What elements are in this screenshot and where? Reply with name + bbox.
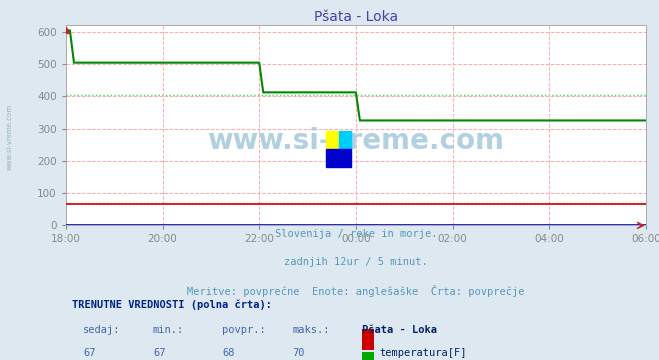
Text: Pšata - Loka: Pšata - Loka	[362, 325, 437, 335]
Text: 67: 67	[153, 348, 165, 358]
Bar	[362, 329, 374, 350]
Bar	[362, 352, 374, 360]
Title: Pšata - Loka: Pšata - Loka	[314, 10, 398, 24]
Text: Slovenija / reke in morje.: Slovenija / reke in morje.	[275, 229, 437, 239]
Text: Meritve: povprečne  Enote: anglešaške  Črta: povprečje: Meritve: povprečne Enote: anglešaške Črt…	[187, 285, 525, 297]
Text: sedaj:: sedaj:	[83, 325, 121, 335]
Text: 70: 70	[292, 348, 304, 358]
Text: temperatura[F]: temperatura[F]	[379, 348, 467, 358]
Text: www.si-vreme.com: www.si-vreme.com	[208, 127, 504, 155]
Text: maks.:: maks.:	[292, 325, 330, 335]
Text: TRENUTNE VREDNOSTI (polna črta):: TRENUTNE VREDNOSTI (polna črta):	[72, 299, 272, 310]
Text: 68: 68	[223, 348, 235, 358]
Text: min.:: min.:	[153, 325, 184, 335]
Text: povpr.:: povpr.:	[223, 325, 266, 335]
Text: www.si-vreme.com: www.si-vreme.com	[7, 104, 13, 170]
Text: zadnjih 12ur / 5 minut.: zadnjih 12ur / 5 minut.	[284, 257, 428, 267]
Text: 67: 67	[83, 348, 96, 358]
